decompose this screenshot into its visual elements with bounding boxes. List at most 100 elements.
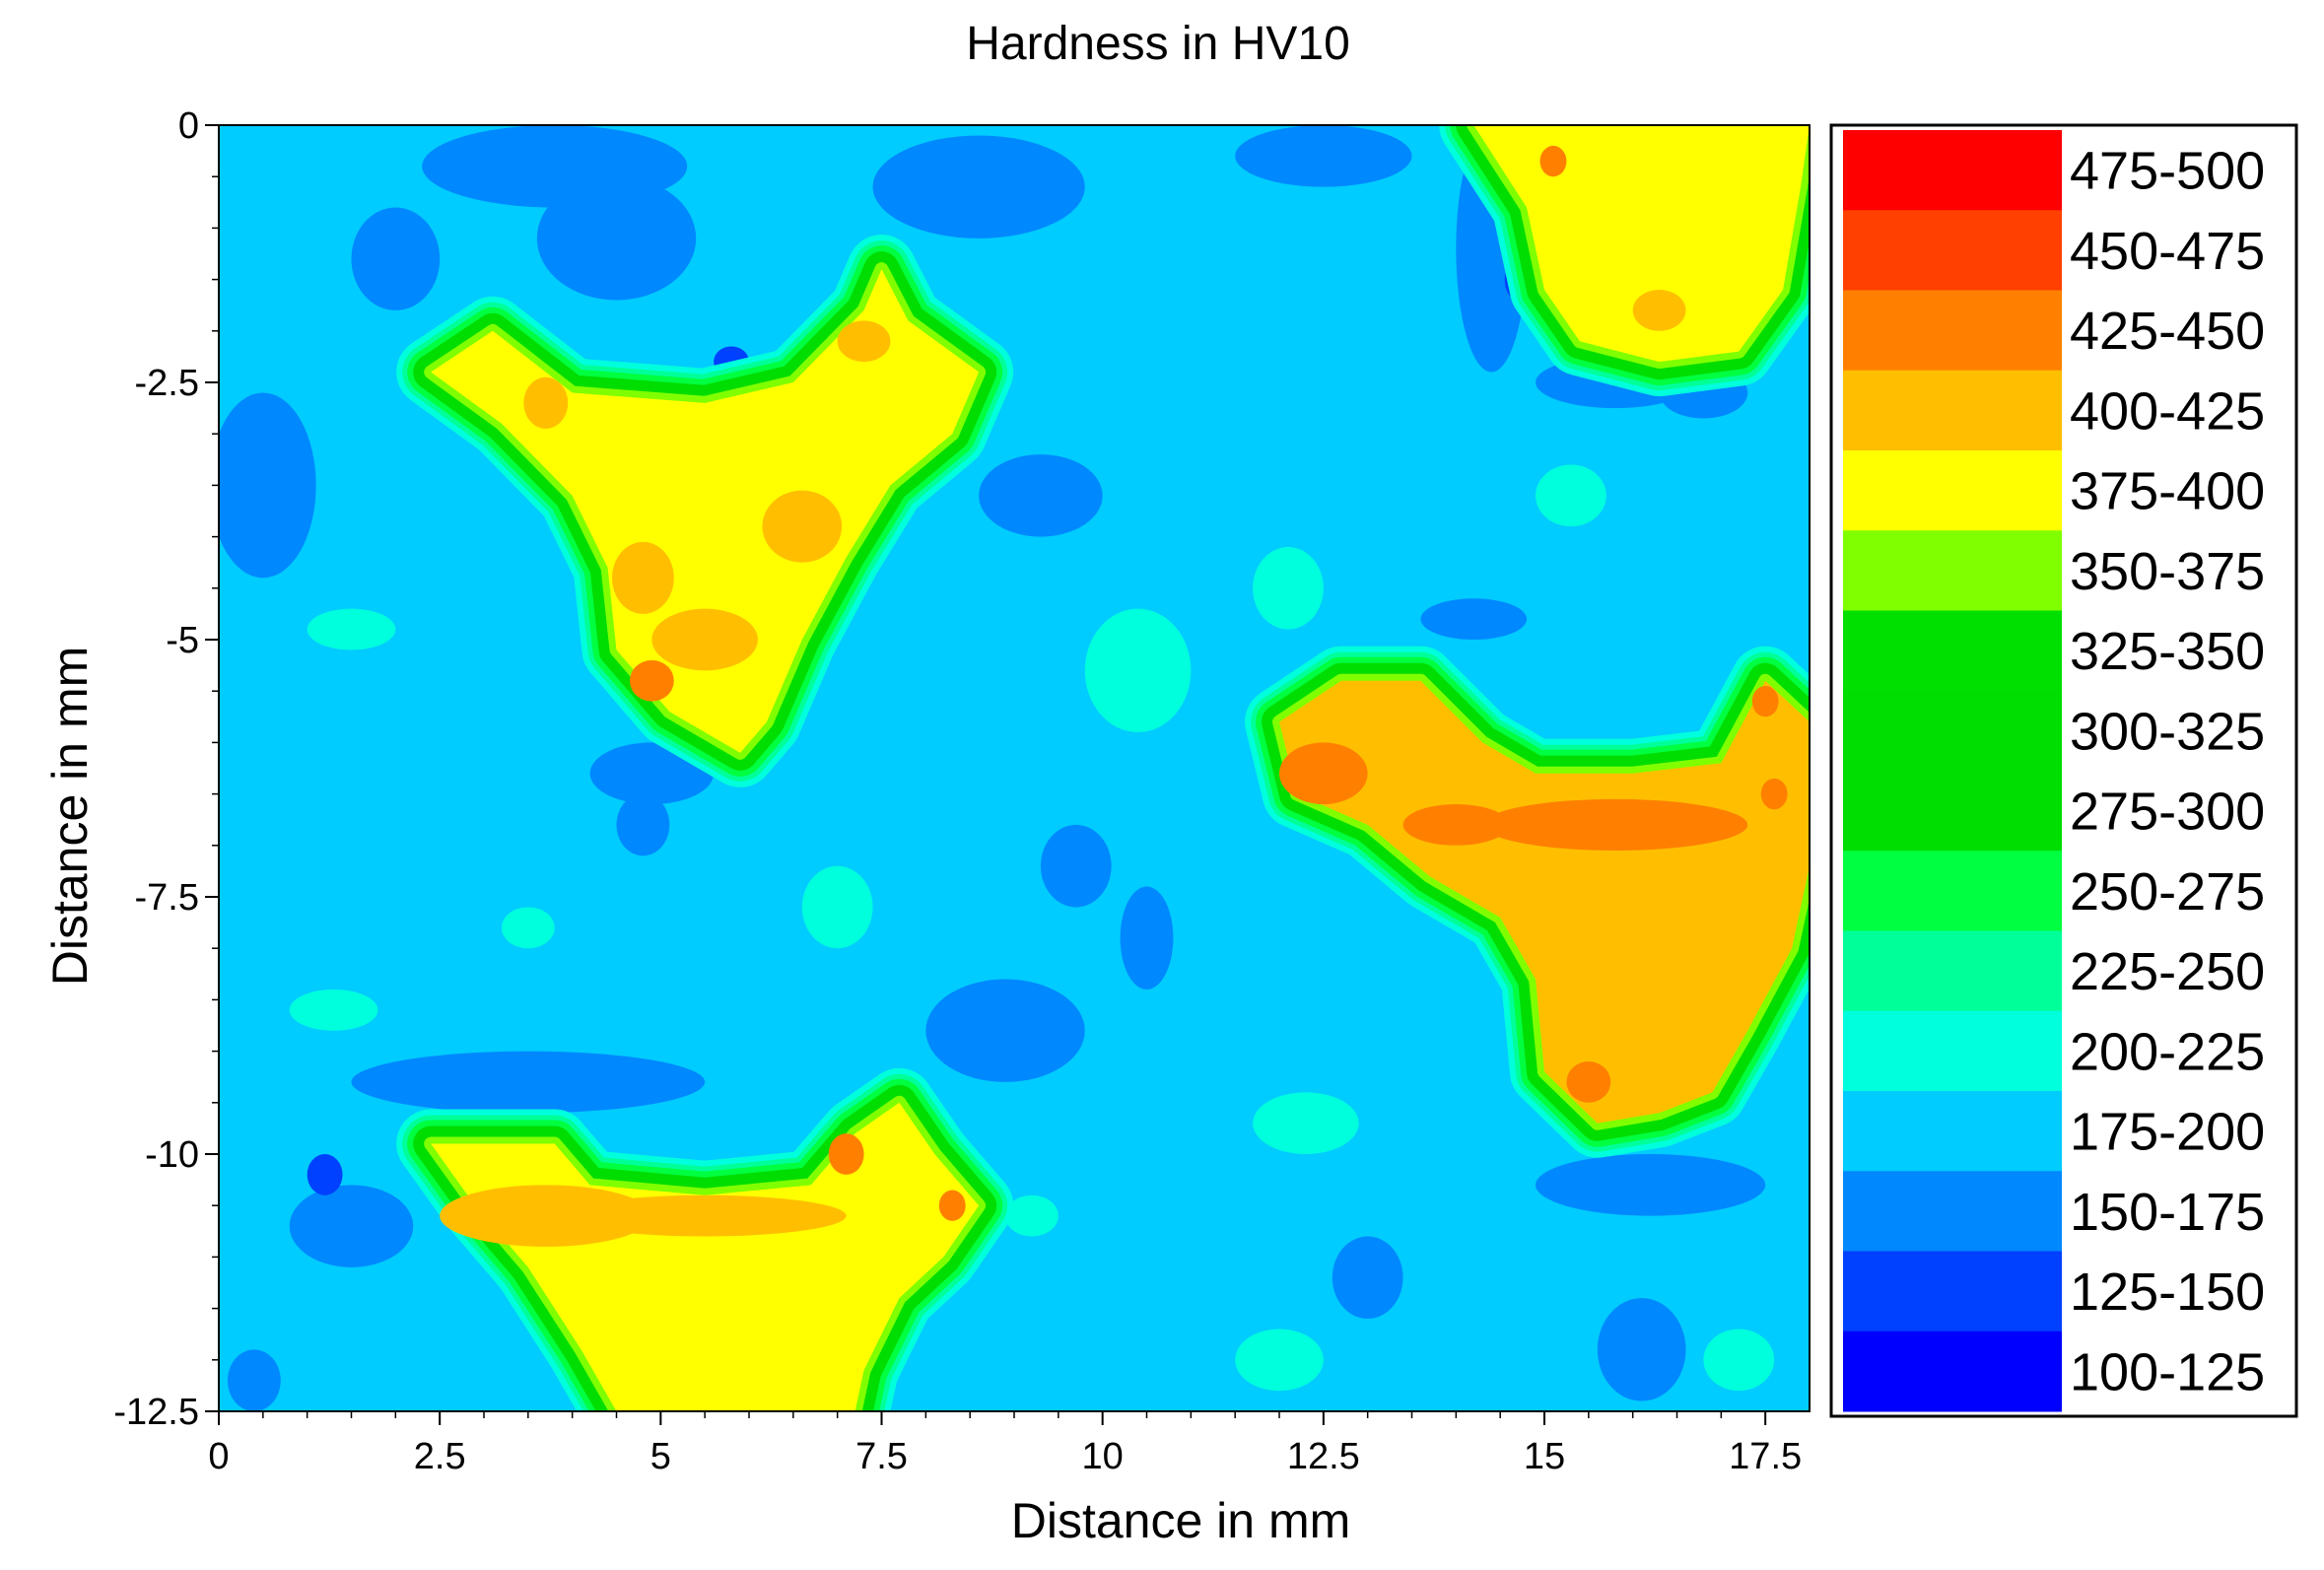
y-tick-label-3: -7.5 xyxy=(135,877,199,919)
legend-label-150-175: 150-175 xyxy=(2070,1183,2265,1242)
y-tick-label-4: -10 xyxy=(145,1134,199,1176)
soft-spot-16 xyxy=(289,1185,414,1267)
hot-spot-20 xyxy=(1632,290,1686,331)
legend-swatch-225-250 xyxy=(1843,930,2062,1012)
x-tick-label-6: 15 xyxy=(1524,1436,1565,1477)
mild-spot-5 xyxy=(1536,464,1606,527)
legend-label-100-125: 100-125 xyxy=(2070,1342,2265,1401)
chart-title: Hardness in HV10 xyxy=(966,18,1350,70)
right-middle-zone xyxy=(1245,646,1810,1158)
hot-spot-4 xyxy=(837,320,891,363)
soft-spot-4 xyxy=(1235,125,1412,187)
x-tick-label-2: 5 xyxy=(650,1436,671,1477)
y-tick-label-0: 0 xyxy=(178,105,199,147)
legend-swatch-100-125 xyxy=(1843,1331,2062,1412)
legend-swatch-150-175 xyxy=(1843,1171,2062,1252)
mild-spot-7 xyxy=(1253,1092,1359,1155)
legend-swatch-350-375 xyxy=(1843,530,2062,611)
soft-spot-13 xyxy=(1120,886,1174,990)
soft-spot-22 xyxy=(307,1154,343,1195)
mild-spot-4 xyxy=(801,865,873,949)
soft-spot-20 xyxy=(1597,1298,1686,1401)
x-axis-title: Distance in mm xyxy=(1011,1493,1351,1548)
hot-spot-2 xyxy=(629,659,674,702)
hot-spot-10 xyxy=(1614,1009,1686,1072)
upper-left-zone xyxy=(396,235,1014,787)
mild-spot-9 xyxy=(1703,1329,1775,1392)
y-axis-ticks: 0 -2.5 -5 -7.5 -10 -12.5 xyxy=(113,105,219,1433)
soft-spot-19 xyxy=(1332,1236,1403,1320)
soft-spot-18 xyxy=(1420,598,1528,640)
hot-spot-14 xyxy=(1760,778,1788,810)
soft-spot-3 xyxy=(872,135,1085,239)
soft-spot-17 xyxy=(1536,1154,1766,1216)
soft-spot-1 xyxy=(536,176,697,301)
x-axis-ticks: 0 2.5 5 7.5 10 12.5 15 17.5 xyxy=(208,1411,1802,1477)
y-tick-label-2: -5 xyxy=(166,620,199,661)
y-tick-label-5: -12.5 xyxy=(113,1392,199,1433)
hot-spot-3 xyxy=(523,376,569,429)
legend-swatch-375-400 xyxy=(1843,450,2062,531)
x-tick-label-5: 12.5 xyxy=(1287,1436,1360,1477)
soft-spot-14 xyxy=(925,979,1085,1082)
mild-spot-2 xyxy=(1084,608,1192,732)
hot-spot-6 xyxy=(1279,742,1368,805)
legend-label-375-400: 375-400 xyxy=(2070,462,2265,521)
legend-swatch-425-450 xyxy=(1843,290,2062,372)
hot-spot-15 xyxy=(440,1185,652,1247)
legend-label-350-375: 350-375 xyxy=(2070,542,2265,601)
legend-items: 475-500 450-475 425-450 400-425 375-400 350-3… xyxy=(1843,130,2265,1412)
mild-spot-8 xyxy=(1235,1329,1324,1392)
legend-swatch-175-200 xyxy=(1843,1091,2062,1172)
hot-spots xyxy=(440,145,1788,1247)
legend-label-275-300: 275-300 xyxy=(2070,783,2265,842)
legend-swatch-475-500 xyxy=(1843,130,2062,211)
hot-spot-11 xyxy=(1566,1061,1611,1103)
hard-zones xyxy=(396,125,1810,1411)
legend-label-200-225: 200-225 xyxy=(2070,1022,2265,1081)
hot-spot-17 xyxy=(828,1133,864,1175)
soft-spot-5 xyxy=(219,392,316,579)
y-axis-title: Distance in mm xyxy=(42,647,98,987)
plot-area xyxy=(219,125,1810,1411)
y-tick-label-1: -2.5 xyxy=(135,363,199,404)
soft-spot-21 xyxy=(227,1349,281,1411)
top-right-zone-core xyxy=(1473,125,1810,363)
mild-spot-0 xyxy=(307,608,396,650)
soft-spot-0 xyxy=(351,207,441,310)
legend-swatch-400-425 xyxy=(1843,370,2062,451)
x-tick-label-0: 0 xyxy=(208,1436,229,1477)
legend-swatch-125-150 xyxy=(1843,1251,2062,1332)
hot-spot-8 xyxy=(1402,804,1510,846)
lower-left-zone xyxy=(396,1067,1014,1411)
top-right-zone xyxy=(1439,125,1810,397)
soft-spot-2 xyxy=(422,125,688,208)
hot-spot-13 xyxy=(1751,685,1779,717)
legend-swatch-200-225 xyxy=(1843,1010,2062,1092)
mild-spot-6 xyxy=(289,989,378,1031)
hot-spot-1 xyxy=(651,608,758,671)
legend-swatch-450-475 xyxy=(1843,210,2062,291)
mild-spot-11 xyxy=(1005,1195,1059,1237)
legend-label-300-325: 300-325 xyxy=(2070,702,2265,761)
hot-spot-18 xyxy=(938,1190,966,1221)
hot-spot-12 xyxy=(1668,865,1740,949)
hot-spot-0 xyxy=(762,490,843,563)
legend-label-425-450: 425-450 xyxy=(2070,302,2265,361)
x-tick-label-3: 7.5 xyxy=(855,1436,908,1477)
legend-swatch-300-325 xyxy=(1843,690,2062,772)
lower-left-zone-core xyxy=(431,1102,980,1411)
upper-left-zone-core xyxy=(431,269,980,753)
soft-spot-6 xyxy=(979,454,1103,537)
hot-spot-7 xyxy=(1482,798,1748,852)
hot-spot-19 xyxy=(1539,145,1567,177)
legend-label-400-425: 400-425 xyxy=(2070,381,2265,441)
right-middle-zone-core xyxy=(1279,680,1810,1124)
mild-spot-3 xyxy=(1253,547,1324,630)
legend-label-450-475: 450-475 xyxy=(2070,222,2265,281)
hot-spot-16 xyxy=(563,1195,847,1237)
soft-spot-15 xyxy=(351,1051,706,1114)
mild-spot-10 xyxy=(501,907,555,949)
legend-label-125-150: 125-150 xyxy=(2070,1263,2265,1322)
